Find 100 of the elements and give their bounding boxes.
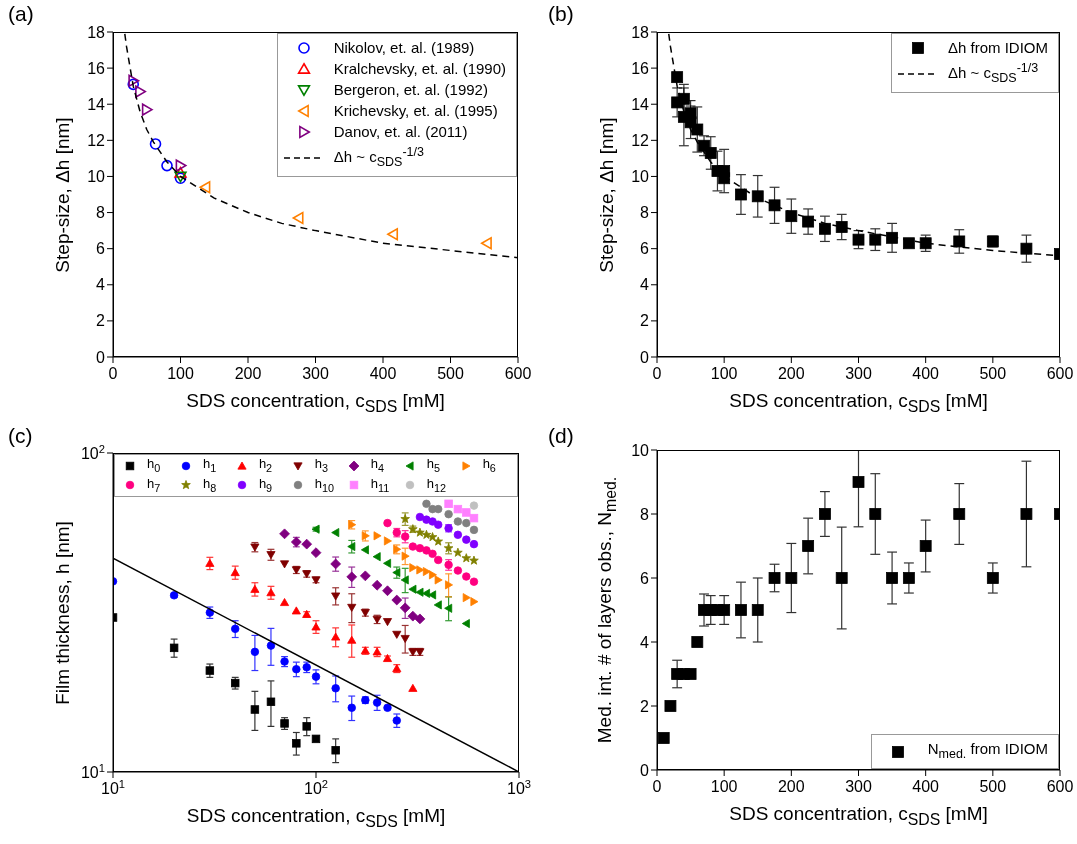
x-axis-title: SDS concentration, c$_{SDS}$ [mM] xyxy=(186,390,445,416)
point xyxy=(735,188,747,201)
point xyxy=(835,572,848,584)
y-tick-label: 6 xyxy=(640,240,650,258)
x-tick-label: 10$^{3}$ xyxy=(506,778,532,798)
y-tick-label: 6 xyxy=(96,240,106,258)
y-tick-label: 6 xyxy=(640,569,650,587)
x-tick-label: 500 xyxy=(979,778,1007,796)
y-axis-title: Step-size, Δh [nm] xyxy=(52,116,74,273)
y-tick-label: 18 xyxy=(631,23,650,41)
y-tick-label: 2 xyxy=(96,312,106,330)
chart-title: (c) xyxy=(8,424,33,448)
point xyxy=(1020,242,1033,255)
y-tick-label: 10 xyxy=(631,168,650,186)
point xyxy=(852,476,865,488)
point xyxy=(852,233,865,246)
point xyxy=(480,237,492,250)
legend-label: h$_{8}$ xyxy=(202,475,217,496)
point xyxy=(718,604,731,616)
point xyxy=(175,159,187,172)
y-tick-label: 14 xyxy=(87,95,106,113)
y-tick-label: 16 xyxy=(631,59,650,77)
point xyxy=(986,572,999,584)
legend-label: Bergeron, et. al. (1992) xyxy=(333,80,488,100)
y-tick-label: 12 xyxy=(87,131,106,149)
x-tick-label: 200 xyxy=(777,778,805,796)
point xyxy=(149,138,162,150)
point xyxy=(751,190,764,203)
point xyxy=(135,85,147,98)
x-axis-title: SDS concentration, c$_{SDS}$ [mM] xyxy=(186,805,446,831)
y-tick-label: 16 xyxy=(87,59,106,77)
legend-label: h$_{12}$ xyxy=(426,475,446,496)
line-series xyxy=(124,33,518,259)
x-tick-label: 200 xyxy=(234,365,262,383)
legend-label: h$_{0}$ xyxy=(147,456,161,476)
legend-label: h$_{1}$ xyxy=(202,456,217,476)
point xyxy=(127,78,140,91)
point xyxy=(161,159,173,172)
point xyxy=(292,211,304,225)
legend-label: Nikolov, et. al. (1989) xyxy=(333,38,475,58)
x-tick-label: 600 xyxy=(1046,778,1074,796)
point xyxy=(902,237,915,250)
point xyxy=(387,228,399,241)
x-tick-label: 0 xyxy=(652,778,662,796)
legend-label: h$_{10}$ xyxy=(314,475,335,496)
legend-label: h$_{3}$ xyxy=(314,456,329,476)
y-tick-label: 0 xyxy=(96,348,106,366)
point xyxy=(819,508,831,520)
y-tick-label: 8 xyxy=(640,204,650,222)
point xyxy=(919,540,932,552)
y-tick-label: 18 xyxy=(87,23,106,41)
point xyxy=(869,233,882,246)
x-tick-label: 0 xyxy=(652,365,662,383)
y-tick-label: 4 xyxy=(96,276,106,294)
x-tick-label: 600 xyxy=(1046,365,1074,383)
point xyxy=(128,74,140,87)
point xyxy=(953,508,966,520)
chart-title: (b) xyxy=(548,2,574,26)
y-tick-label: 2 xyxy=(640,697,650,715)
point xyxy=(671,71,684,84)
legend-label: h$_{2}$ xyxy=(258,456,273,476)
point xyxy=(691,636,704,648)
point xyxy=(657,732,670,744)
point xyxy=(751,604,764,616)
x-tick-label: 100 xyxy=(167,365,194,383)
x-tick-label: 300 xyxy=(845,778,872,796)
x-tick-label: 500 xyxy=(979,365,1007,383)
point xyxy=(684,668,697,680)
y-tick-label: 10 xyxy=(631,441,650,459)
x-tick-label: 100 xyxy=(710,365,738,383)
point xyxy=(768,572,781,584)
y-tick-label: 0 xyxy=(640,348,650,366)
y-axis-title: Step-size, Δh [nm] xyxy=(596,116,618,273)
legend-label: Krichevsky, et. al. (1995) xyxy=(333,101,498,121)
legend-label: h$_{5}$ xyxy=(426,456,440,476)
legend-label: h$_{7}$ xyxy=(147,475,161,496)
point xyxy=(785,572,798,584)
point xyxy=(886,231,898,244)
point xyxy=(718,172,731,185)
legend-label: h$_{11}$ xyxy=(370,475,390,496)
x-tick-label: 600 xyxy=(504,365,532,383)
y-tick-label: 4 xyxy=(640,633,650,651)
point xyxy=(174,166,187,178)
y-tick-label: 0 xyxy=(640,761,650,779)
chart-title: (d) xyxy=(548,424,574,448)
point xyxy=(768,199,781,212)
legend-label: N$_{med.}$ from IDIOM xyxy=(927,739,1048,763)
y-tick-label: 2 xyxy=(640,312,650,330)
point xyxy=(802,215,815,228)
legend-label: h$_{9}$ xyxy=(258,475,273,496)
y-tick-label: 4 xyxy=(640,276,650,294)
x-tick-label: 200 xyxy=(777,365,805,383)
x-tick-label: 300 xyxy=(302,365,329,383)
x-tick-label: 400 xyxy=(912,778,940,796)
point xyxy=(735,604,747,616)
x-tick-label: 100 xyxy=(710,778,738,796)
chart-title: (a) xyxy=(8,2,34,26)
point xyxy=(664,700,677,712)
point xyxy=(785,210,798,223)
legend-label: Danov, et. al. (2011) xyxy=(333,122,468,142)
